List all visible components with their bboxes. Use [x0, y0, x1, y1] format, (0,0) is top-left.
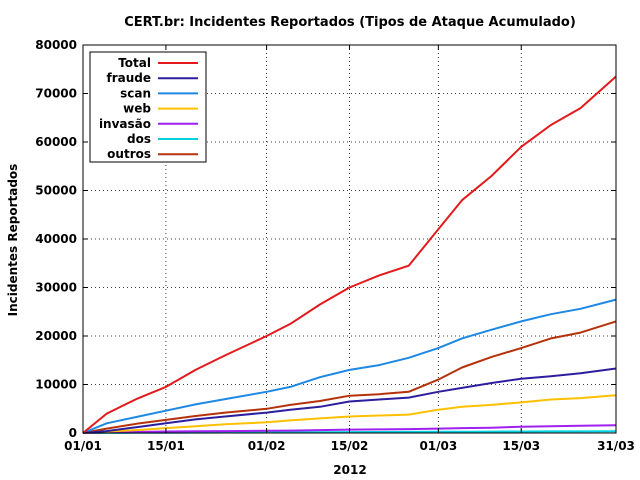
- x-tick-label: 31/03: [597, 439, 635, 453]
- ticks: 0 10000 20000 30000 40000 50000 60000 70000 8000…: [35, 38, 635, 453]
- x-tick-label: 15/02: [331, 439, 369, 453]
- legend-label-invasao: invasão: [99, 117, 151, 131]
- series-line-scan: [82, 298, 617, 434]
- x-axis-label: 2012: [333, 463, 366, 477]
- x-tick-label: 15/01: [147, 439, 185, 453]
- y-axis-label: Incidentes Reportados: [6, 164, 20, 317]
- y-tick-label: 30000: [35, 281, 77, 295]
- y-tick-label: 20000: [35, 329, 77, 343]
- legend-label-dos: dos: [127, 132, 151, 146]
- x-tick-label: 01/03: [419, 439, 457, 453]
- series-line-outros: [82, 320, 617, 434]
- y-tick-label: 80000: [35, 38, 77, 52]
- legend-label-scan: scan: [120, 86, 151, 100]
- series-line-fraude: [82, 367, 617, 434]
- chart-title: CERT.br: Incidentes Reportados (Tipos de…: [124, 15, 576, 30]
- legend-label-fraude: fraude: [106, 71, 151, 85]
- y-tick-label: 40000: [35, 232, 77, 246]
- legend-box: [89, 51, 207, 163]
- series-line-total: [82, 75, 617, 434]
- y-tick-label: 70000: [35, 87, 77, 101]
- y-tick-label: 50000: [35, 184, 77, 198]
- x-tick-label: 01/02: [248, 439, 286, 453]
- y-tick-label: 10000: [35, 378, 77, 392]
- legend-label-total: Total: [118, 56, 151, 70]
- y-tick-label: 60000: [35, 135, 77, 149]
- x-tick-label: 01/01: [64, 439, 102, 453]
- legend-label-outros: outros: [107, 147, 151, 161]
- x-tick-label: 15/03: [502, 439, 540, 453]
- y-tick-label: 0: [69, 426, 77, 440]
- legend-label-web: web: [123, 102, 151, 116]
